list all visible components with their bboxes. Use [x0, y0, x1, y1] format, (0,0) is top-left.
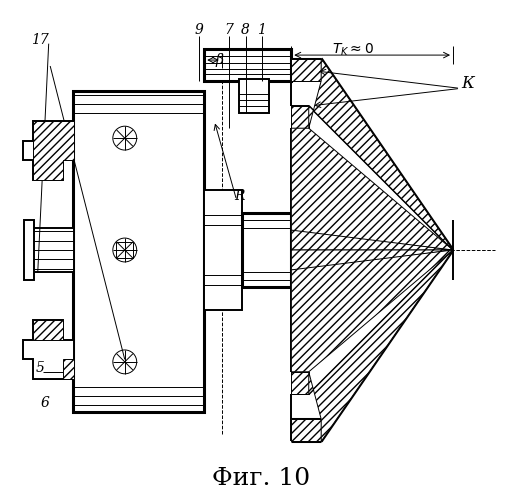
Text: Фиг. 10: Фиг. 10 — [212, 467, 311, 490]
Text: 1: 1 — [257, 22, 266, 36]
Bar — [204, 190, 242, 310]
Polygon shape — [291, 230, 301, 270]
Bar — [73, 91, 204, 412]
Bar — [239, 80, 269, 114]
Polygon shape — [291, 58, 321, 81]
Polygon shape — [291, 419, 321, 442]
Text: 7: 7 — [225, 22, 234, 36]
Polygon shape — [291, 106, 309, 128]
Text: 8: 8 — [241, 22, 250, 36]
Text: R: R — [234, 190, 244, 203]
Text: 6: 6 — [41, 396, 50, 409]
Polygon shape — [291, 230, 453, 250]
Polygon shape — [23, 120, 74, 180]
Text: $T_K\approx0$: $T_K\approx0$ — [333, 42, 374, 58]
Polygon shape — [23, 320, 74, 380]
Bar — [116, 242, 133, 258]
Polygon shape — [33, 320, 63, 340]
Text: 17: 17 — [31, 32, 49, 46]
Bar — [242, 212, 291, 288]
Polygon shape — [309, 250, 453, 442]
Bar — [204, 48, 291, 81]
Text: 9: 9 — [195, 22, 204, 36]
Text: β: β — [215, 52, 223, 66]
Polygon shape — [291, 250, 453, 372]
Polygon shape — [291, 250, 453, 270]
Polygon shape — [33, 360, 74, 380]
Polygon shape — [291, 372, 309, 394]
Polygon shape — [309, 58, 453, 250]
Text: 5: 5 — [36, 361, 44, 375]
Bar — [33, 228, 74, 272]
Polygon shape — [33, 120, 74, 180]
Polygon shape — [291, 128, 453, 250]
Bar — [24, 220, 34, 280]
Text: К: К — [461, 76, 474, 92]
